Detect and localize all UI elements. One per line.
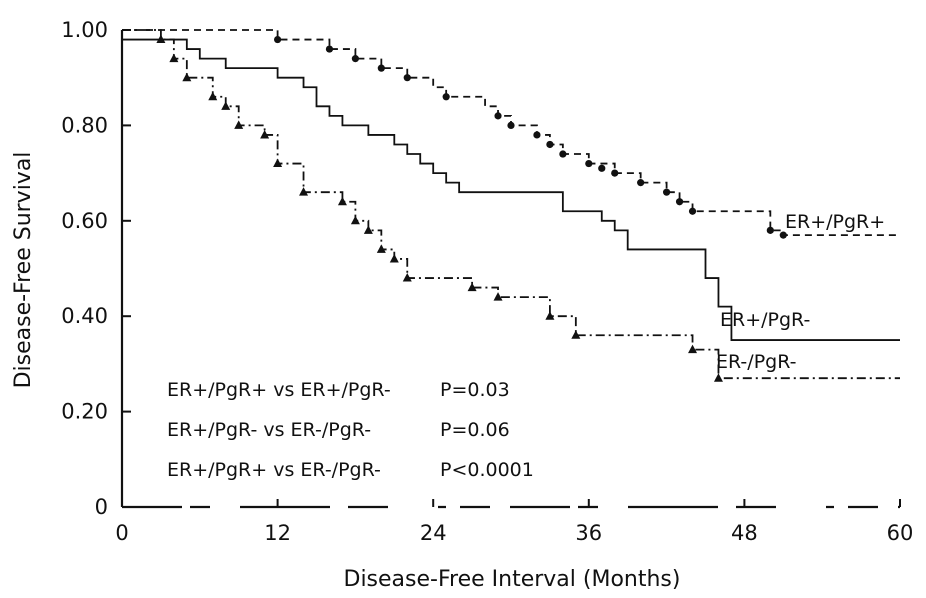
data-point-circle [377, 64, 385, 72]
p-value-text: P=0.03 [440, 379, 510, 401]
x-tick-label: 24 [420, 521, 447, 545]
y-tick-label: 0.40 [61, 304, 108, 328]
data-point-circle [663, 188, 671, 196]
data-point-triangle [402, 273, 412, 282]
x-tick-label: 36 [575, 521, 602, 545]
data-point-triangle [156, 34, 166, 44]
y-tick-label: 0 [95, 495, 108, 519]
y-tick-label: 0.80 [61, 113, 108, 137]
data-point-triangle [545, 311, 555, 320]
series-label-er-pos-pgr-neg: ER+/PgR- [720, 309, 810, 331]
data-point-triangle [273, 158, 283, 168]
p-value-text: P=0.06 [440, 419, 510, 441]
data-point-circle [533, 131, 541, 139]
data-point-triangle [688, 344, 698, 354]
x-tick-label: 12 [264, 521, 291, 545]
data-point-triangle [208, 91, 218, 101]
data-point-circle [585, 159, 593, 168]
data-point-triangle [389, 253, 399, 263]
data-point-circle [494, 112, 502, 120]
comparison-text: ER+/PgR+ vs ER-/PgR- [167, 459, 381, 481]
data-point-circle [675, 198, 684, 206]
data-point-triangle [337, 196, 347, 206]
y-ticks: 0 0.20 0.40 0.60 0.80 1.00 [61, 18, 131, 519]
y-tick-label: 0.60 [61, 209, 108, 233]
series-label-er-pos-pgr-pos: ER+/PgR+ [785, 211, 885, 233]
data-point-triangle [713, 373, 723, 382]
data-point-triangle [221, 101, 231, 110]
data-point-circle [507, 121, 515, 129]
data-point-circle [779, 231, 787, 239]
data-point-circle [442, 93, 450, 101]
data-point-triangle [571, 330, 581, 339]
data-point-circle [274, 35, 282, 44]
data-point-circle [766, 226, 774, 234]
comparison-text: ER+/PgR- vs ER-/PgR- [167, 419, 371, 441]
series-line-0 [122, 29, 900, 237]
x-axis-title: Disease-Free Interval (Months) [344, 567, 681, 592]
data-point-circle [688, 207, 697, 215]
series-label-er-neg-pgr-neg: ER-/PgR- [716, 351, 797, 373]
data-point-triangle [299, 187, 309, 196]
data-point-circle [325, 45, 334, 53]
data-point-triangle [363, 225, 373, 234]
data-point-triangle [467, 282, 477, 292]
data-point-triangle [169, 53, 179, 63]
x-tick-label: 60 [887, 521, 914, 545]
data-point-triangle [350, 215, 360, 225]
x-tick-label: 48 [731, 521, 758, 545]
data-point-circle [637, 179, 645, 187]
data-point-triangle [234, 120, 244, 129]
y-tick-label: 1.00 [61, 18, 108, 42]
axes [120, 30, 900, 509]
data-point-triangle [260, 129, 270, 139]
comparison-text: ER+/PgR+ vs ER+/PgR- [167, 379, 391, 401]
data-point-circle [546, 140, 554, 149]
x-ticks: 0 12 24 36 48 60 [115, 499, 913, 545]
data-point-triangle [493, 292, 503, 301]
y-axis-title: Disease-Free Survival [11, 152, 36, 389]
data-point-triangle [182, 72, 192, 82]
p-value-annotations: ER+/PgR+ vs ER+/PgR- P=0.03 ER+/PgR- vs … [167, 379, 534, 481]
data-point-circle [598, 164, 606, 172]
p-value-text: P<0.0001 [440, 459, 534, 481]
data-point-circle [403, 74, 411, 82]
marker-layer [156, 34, 787, 382]
y-tick-label: 0.20 [61, 400, 108, 424]
data-point-circle [611, 169, 619, 177]
series-line-1 [122, 38, 900, 341]
x-tick-label: 0 [115, 521, 128, 545]
data-point-triangle [376, 244, 386, 253]
data-point-circle [559, 150, 567, 158]
data-point-circle [351, 55, 359, 63]
